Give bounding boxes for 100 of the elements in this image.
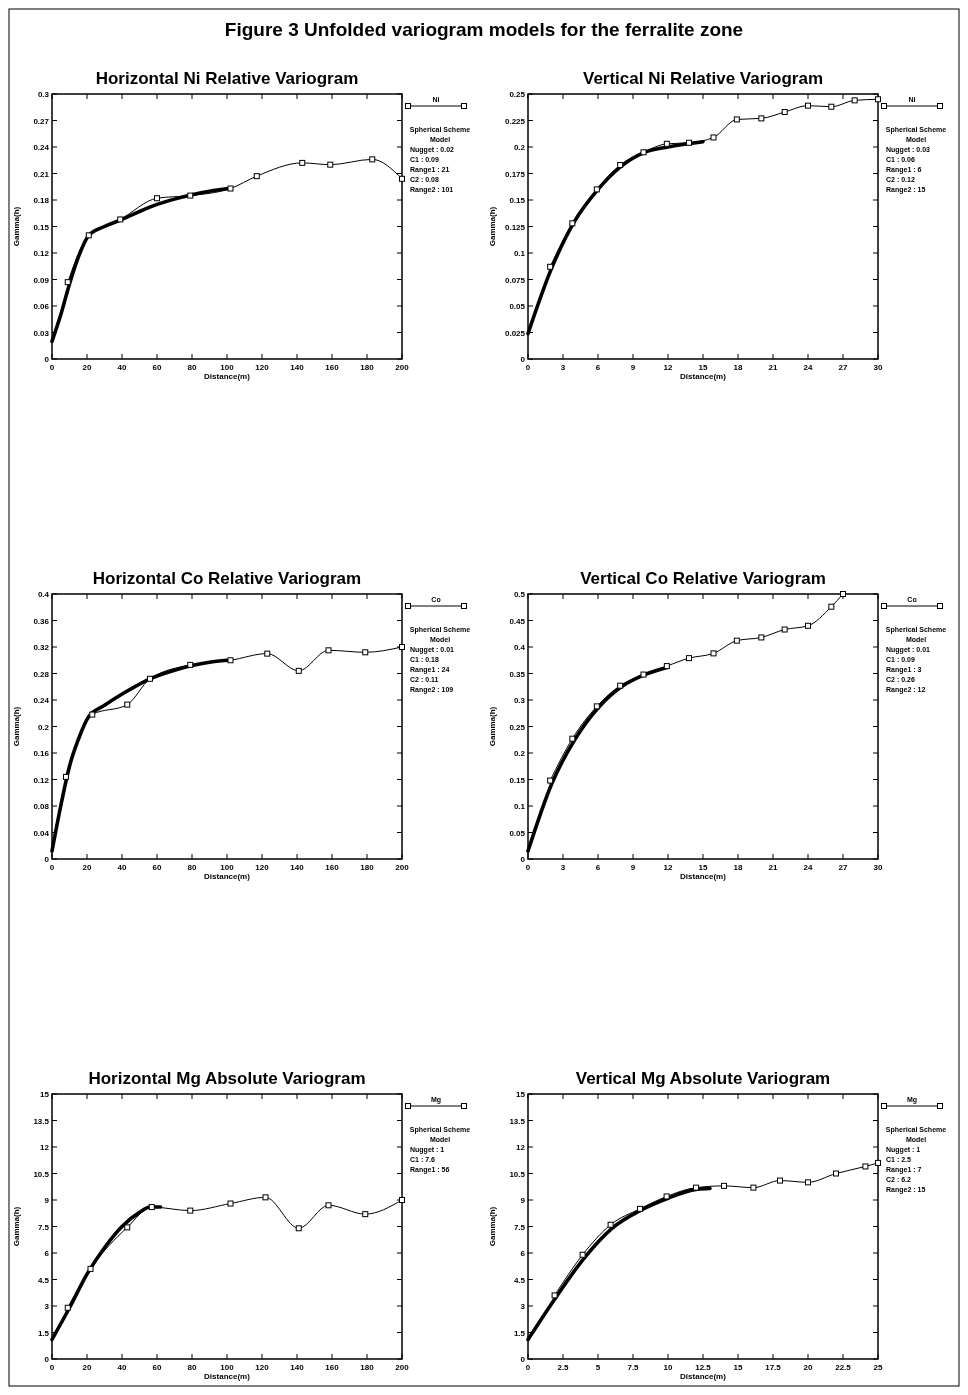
y-tick-label: 0 [44,855,50,864]
x-tick-label: 100 [220,1363,235,1372]
y-tick-label: 0 [44,355,50,364]
x-tick-label: 7.5 [627,1363,640,1372]
y-tick-label: 0.15 [509,196,526,205]
y-tick-label: 4.5 [37,1275,50,1285]
x-tick-label: 60 [152,1363,162,1372]
x-tick-label: 30 [873,363,883,372]
x-tick-label: 6 [595,363,601,372]
x-tick-label: 27 [838,363,848,372]
y-tick-label: 0.05 [509,828,526,838]
x-tick-label: 15 [733,1363,743,1372]
y-tick-label: 0.36 [33,616,50,626]
y-tick-label: 0.45 [509,616,526,626]
y-axis-title: Gamma(h) [488,706,497,747]
y-axis-title: Gamma(h) [12,1206,21,1247]
y-tick-label: 0.2 [513,143,526,152]
y-tick-label: 12 [40,1143,50,1152]
x-tick-label: 18 [733,363,743,372]
x-tick-label: 60 [152,363,162,372]
x-tick-label: 180 [360,1363,375,1372]
x-tick-label: 100 [220,863,235,872]
x-tick-label: 20 [82,363,92,372]
y-tick-label: 7.5 [37,1222,50,1232]
x-axis-title: Distance(m) [680,872,727,881]
y-tick-label: 0.18 [33,196,50,205]
y-tick-label: 0.24 [33,143,50,152]
x-tick-label: 3 [560,863,566,872]
y-tick-label: 0.21 [33,169,50,179]
x-tick-label: 80 [187,863,197,872]
x-tick-label: 22.5 [835,1363,852,1372]
x-tick-label: 24 [803,863,813,872]
y-axis-title: Gamma(h) [488,206,497,247]
y-tick-label: 0.4 [513,643,526,652]
y-tick-label: 0.15 [509,775,526,785]
x-tick-label: 180 [360,363,375,372]
y-tick-label: 0.27 [33,116,50,126]
x-tick-label: 12 [663,863,673,872]
y-tick-label: 0.05 [509,302,526,311]
y-tick-label: 0.08 [33,802,50,811]
y-tick-label: 9 [520,1196,526,1205]
y-tick-label: 3 [520,1302,526,1311]
x-tick-label: 200 [395,863,410,872]
y-tick-label: 1.5 [513,1328,526,1338]
y-tick-label: 0.24 [33,696,50,705]
y-tick-label: 0.225 [504,116,526,126]
x-tick-label: 20 [82,1363,92,1372]
y-tick-label: 0.06 [33,302,50,311]
x-tick-label: 9 [630,863,636,872]
y-tick-label: 0.09 [33,275,50,285]
x-tick-label: 80 [187,363,197,372]
y-tick-label: 0.2 [513,749,526,758]
y-tick-label: 0.25 [509,90,526,99]
x-tick-label: 20 [82,863,92,872]
y-tick-label: 4.5 [513,1275,526,1285]
chart-title: Horizontal Ni Relative Variogram [95,69,359,88]
y-tick-label: 0.35 [509,669,526,679]
y-tick-label: 0 [520,355,526,364]
x-tick-label: 6 [595,863,601,872]
y-tick-label: 0 [44,1355,50,1364]
x-tick-label: 21 [768,863,778,872]
x-tick-label: 15 [698,363,708,372]
x-tick-label: 100 [220,363,235,372]
x-tick-label: 5 [595,1363,601,1372]
x-tick-label: 120 [255,363,270,372]
y-tick-label: 13.5 [509,1116,526,1126]
x-tick-label: 200 [395,363,410,372]
y-tick-label: 15 [516,1090,526,1099]
x-tick-label: 140 [290,863,305,872]
y-tick-label: 10.5 [33,1169,50,1179]
x-tick-label: 180 [360,863,375,872]
y-tick-label: 0.25 [509,722,526,732]
y-tick-label: 0.16 [33,749,50,758]
x-tick-label: 10 [663,1363,673,1372]
y-tick-label: 0 [520,855,526,864]
y-tick-label: 0.12 [33,775,50,785]
x-axis-title: Distance(m) [680,372,727,381]
y-tick-label: 6 [520,1249,526,1258]
x-tick-label: 24 [803,363,813,372]
y-tick-label: 12 [516,1143,526,1152]
x-tick-label: 3 [560,363,566,372]
y-tick-label: 0.175 [504,169,526,179]
x-tick-label: 200 [395,1363,410,1372]
x-tick-label: 160 [325,1363,340,1372]
caption: Figure 3 Unfolded variogram models for the ferralite zone [224,19,744,40]
x-tick-label: 120 [255,1363,270,1372]
y-tick-label: 0.1 [513,802,526,811]
y-tick-label: 0.32 [33,643,50,652]
x-tick-label: 27 [838,863,848,872]
y-tick-label: 0.28 [33,669,50,679]
x-tick-label: 15 [698,863,708,872]
x-tick-label: 17.5 [765,1363,782,1372]
y-tick-label: 0.3 [513,696,526,705]
y-tick-label: 0.1 [513,249,526,258]
x-tick-label: 30 [873,863,883,872]
y-tick-label: 0.125 [504,222,526,232]
x-axis-title: Distance(m) [204,872,251,881]
chart-title: Horizontal Mg Absolute Variogram [88,1069,366,1088]
y-tick-label: 0.03 [33,328,50,338]
x-tick-label: 40 [117,1363,127,1372]
